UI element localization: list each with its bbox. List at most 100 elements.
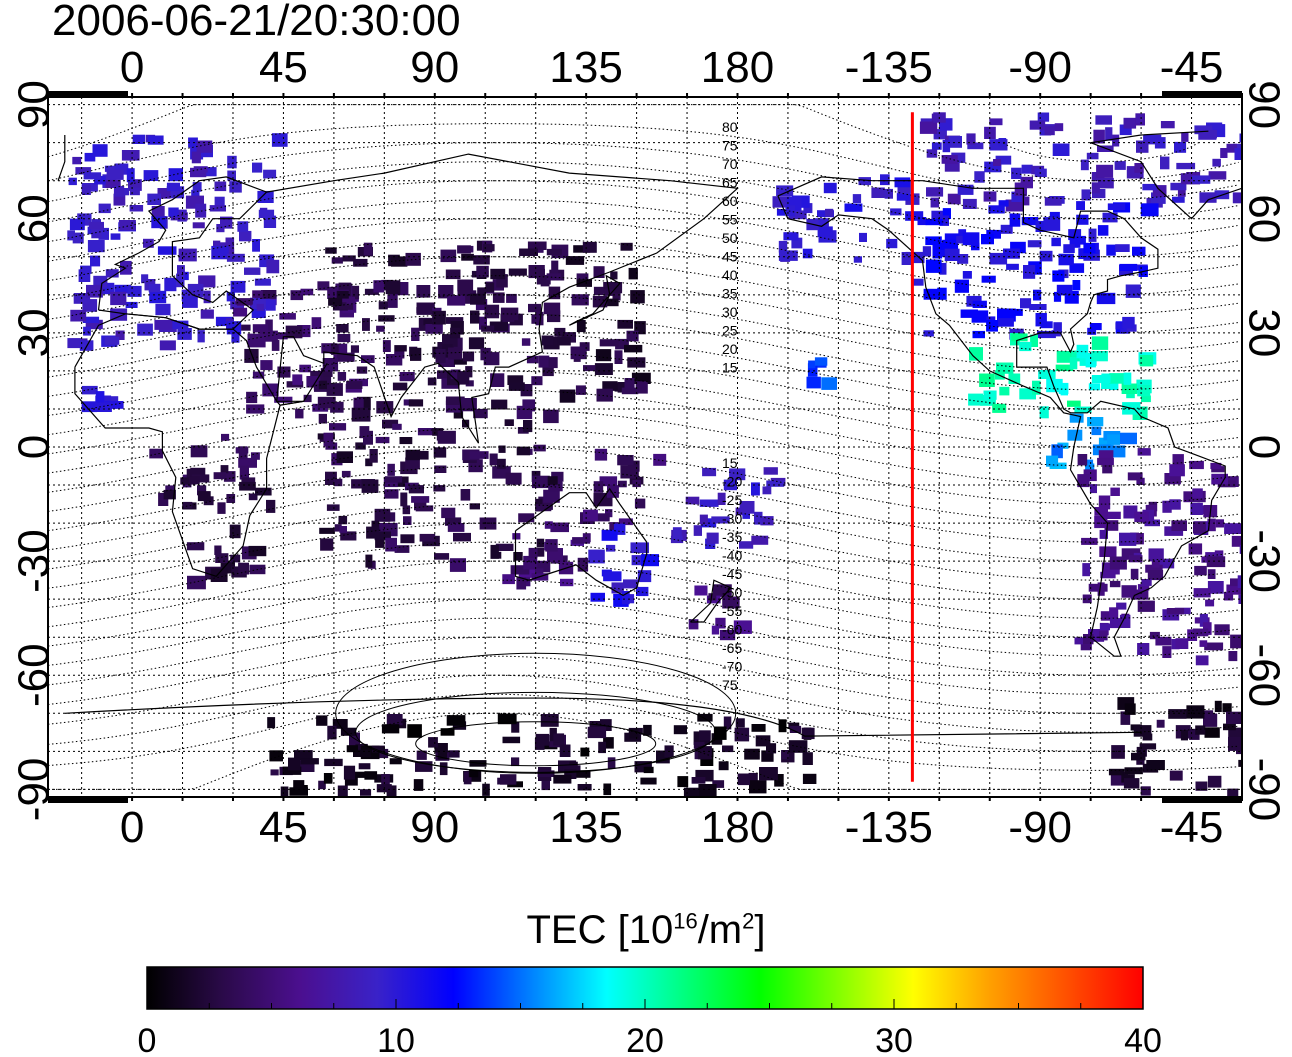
tec-cell xyxy=(1008,373,1021,384)
tec-cell xyxy=(554,327,566,337)
tec-cell xyxy=(233,307,248,317)
tec-cell xyxy=(519,248,538,256)
tec-cell xyxy=(1039,406,1049,419)
tec-cell xyxy=(337,372,347,381)
tec-cell xyxy=(593,481,604,493)
tec-cell xyxy=(1204,727,1220,738)
tec-cell xyxy=(480,347,491,361)
frame-tick xyxy=(585,797,588,801)
tec-cell xyxy=(993,159,1002,166)
tec-cell xyxy=(613,523,626,535)
tec-cell xyxy=(1069,350,1080,362)
tec-cell xyxy=(1168,709,1187,719)
tec-cell xyxy=(1241,134,1242,143)
tec-cell xyxy=(1092,444,1111,456)
tec-cell xyxy=(394,345,407,352)
axis-tick-labels: 0045459090135135180180-135-135-90-90-45-… xyxy=(10,43,1289,852)
tec-cell xyxy=(1130,568,1139,580)
tec-cell xyxy=(1127,472,1143,481)
lat-tick-right: -90 xyxy=(1240,758,1289,822)
tec-cell xyxy=(446,317,464,324)
tec-cell xyxy=(449,558,466,572)
tec-cell xyxy=(100,282,115,295)
tec-region-central-africa xyxy=(149,433,276,514)
tec-cell xyxy=(1011,333,1028,342)
tec-cell xyxy=(87,240,105,253)
tec-cell xyxy=(255,487,272,496)
tec-cell xyxy=(557,336,571,346)
tec-cell xyxy=(1125,284,1141,298)
tec-cell xyxy=(311,317,322,329)
tec-cell xyxy=(1085,354,1096,368)
tec-cell xyxy=(1132,246,1146,256)
tec-cell xyxy=(788,722,800,729)
tec-cell xyxy=(1006,263,1019,270)
tec-cell xyxy=(258,209,275,218)
tec-cell xyxy=(328,297,343,306)
tec-cell xyxy=(939,249,949,257)
tec-cell xyxy=(98,203,111,214)
frame-tick xyxy=(887,93,890,97)
tec-cell xyxy=(1159,558,1175,569)
tec-cell xyxy=(217,502,226,514)
tec-cell xyxy=(1019,388,1036,400)
tec-cell xyxy=(229,524,241,539)
colorbar-tick-label: 30 xyxy=(875,1022,913,1057)
tec-cell xyxy=(353,397,364,410)
tec-cell xyxy=(1037,112,1050,122)
lon-tick-top: 90 xyxy=(410,43,459,92)
mag-lat-contour xyxy=(48,199,1239,277)
tec-cell xyxy=(968,393,983,406)
mag-lat-contour xyxy=(48,275,1239,353)
tec-cell xyxy=(583,365,596,372)
tec-cell xyxy=(576,273,589,281)
lat-tick-right: -60 xyxy=(1240,643,1289,707)
tec-cell xyxy=(626,330,639,342)
tec-cell xyxy=(1080,159,1089,171)
tec-cell xyxy=(285,325,303,339)
tec-cell xyxy=(416,450,429,460)
mag-lat-contour xyxy=(48,123,1239,201)
colorbar-title-unit: /m xyxy=(697,908,743,952)
tec-cell xyxy=(392,382,408,391)
tec-cell xyxy=(104,401,124,409)
tec-cell xyxy=(196,140,213,153)
tec-cell xyxy=(1112,134,1120,147)
tec-cell xyxy=(1134,163,1144,173)
tec-cell xyxy=(520,384,533,397)
tec-cell xyxy=(251,307,266,318)
tec-cell xyxy=(155,303,171,316)
tec-cell xyxy=(405,252,421,266)
tec-cell xyxy=(823,182,837,194)
tec-cell xyxy=(814,357,828,366)
tec-cell xyxy=(615,338,629,350)
tec-cell xyxy=(1211,466,1225,473)
tec-cell xyxy=(1183,491,1201,503)
tec-cell xyxy=(1172,454,1184,465)
tec-cell xyxy=(1102,461,1113,474)
tec-cell xyxy=(457,245,471,254)
tec-cell xyxy=(489,321,508,331)
tec-cell xyxy=(364,288,379,295)
tec-cell xyxy=(143,238,154,248)
tec-cell xyxy=(821,377,837,390)
tec-cell xyxy=(115,330,125,340)
tec-cell xyxy=(1044,126,1055,136)
lat-tick-right: -30 xyxy=(1240,529,1289,593)
tec-cell xyxy=(1142,183,1157,191)
coastline xyxy=(777,176,1226,657)
coastline xyxy=(57,130,1242,220)
tec-cell xyxy=(319,527,335,534)
mag-lat-contour xyxy=(48,522,1239,600)
tec-cell xyxy=(81,184,91,195)
tec-cell xyxy=(508,268,527,276)
tec-cell xyxy=(901,252,912,265)
tec-cell xyxy=(545,539,558,552)
tec-cell xyxy=(723,716,732,730)
mag-lat-contour xyxy=(48,541,1239,619)
tec-cell xyxy=(125,301,138,308)
tec-cell xyxy=(408,485,424,494)
colorbar-tick-label: 20 xyxy=(626,1022,664,1057)
lon-tick-bottom: 180 xyxy=(701,803,774,852)
lon-tick-bottom: 90 xyxy=(410,803,459,852)
